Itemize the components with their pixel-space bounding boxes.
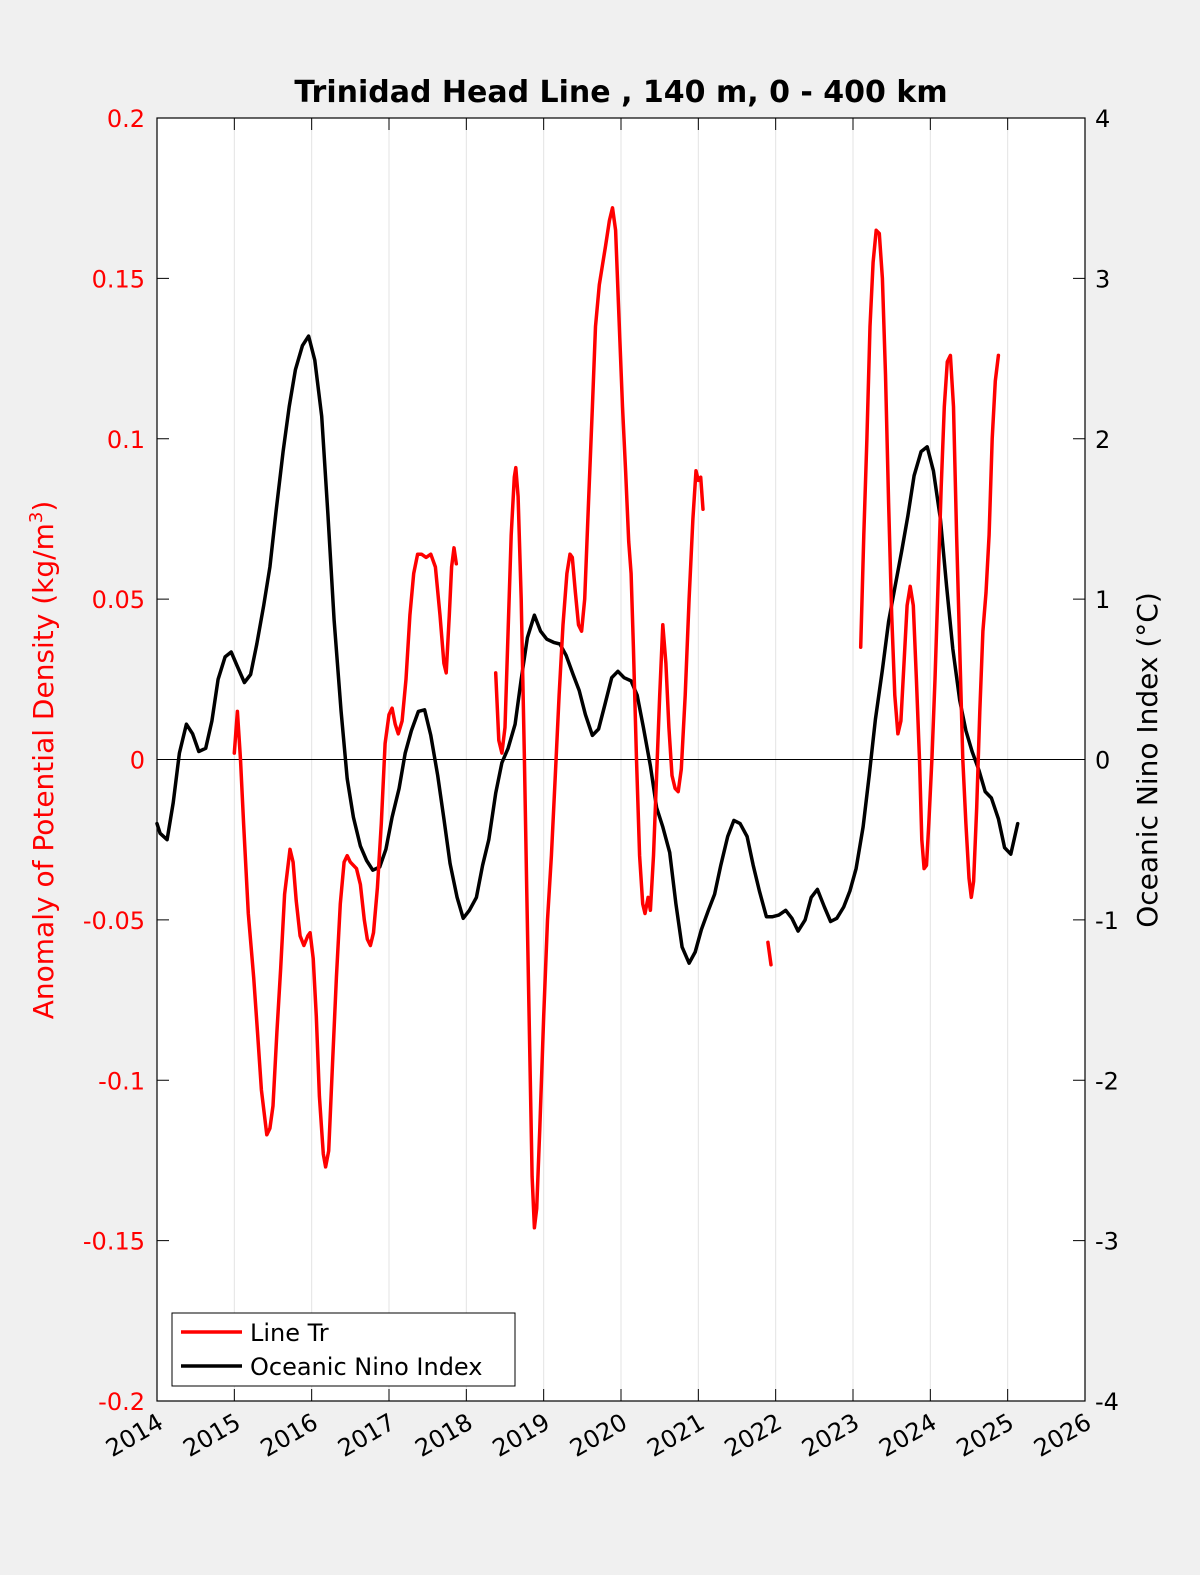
x-tick-label: 2018 xyxy=(410,1408,477,1463)
x-tick-label: 2019 xyxy=(488,1408,555,1463)
y-left-tick-label: -0.1 xyxy=(98,1067,145,1095)
y-left-tick-label: -0.2 xyxy=(98,1388,145,1416)
legend-label-oni: Oceanic Nino Index xyxy=(250,1353,482,1381)
y-left-tick-label: -0.15 xyxy=(83,1228,145,1256)
y-right-tick-label: 3 xyxy=(1095,265,1110,293)
series-layer xyxy=(155,206,1020,1230)
y-right-tick-label: -3 xyxy=(1095,1228,1119,1256)
y-left-tick-label: 0.2 xyxy=(107,105,145,133)
axis-ticks xyxy=(156,117,1086,1402)
y-right-tick-label: 1 xyxy=(1095,586,1110,614)
y-left-tick-label: 0.15 xyxy=(92,265,145,293)
y-right-tick-label: 2 xyxy=(1095,426,1110,454)
series-line-line-tr-segment-1 xyxy=(232,546,459,1169)
left-tick-labels: 0.2 0.15 0.1 0.05 0 -0.05 -0.1 -0.15 -0.2 xyxy=(83,105,145,1416)
series-line-line-tr-segment-4 xyxy=(858,228,1001,900)
y-left-tick-label: 0.05 xyxy=(92,586,145,614)
y-left-tick-label: 0.1 xyxy=(107,426,145,454)
x-tick-label: 2016 xyxy=(256,1408,323,1463)
y-axis-label-right: Oceanic Nino Index (°C) xyxy=(1131,592,1164,928)
series-line-line-tr-segment-3 xyxy=(766,940,773,967)
y-axis-label-left-main: Anomaly of Potential Density (kg/m xyxy=(27,523,60,1019)
legend-label-line-tr: Line Tr xyxy=(250,1319,329,1347)
y-right-tick-label: -4 xyxy=(1095,1388,1119,1416)
y-left-tick-label: -0.05 xyxy=(83,907,145,935)
x-tick-label: 2024 xyxy=(874,1408,941,1463)
y-right-tick-label: -1 xyxy=(1095,907,1119,935)
y-axis-label-left-sup: 3 xyxy=(26,512,47,523)
x-tick-label: 2026 xyxy=(1029,1408,1096,1463)
x-tick-labels: 2014 2015 2016 2017 2018 2019 2020 2021 2022 2023… xyxy=(101,1408,1096,1463)
series-line-oceanic-nino-index xyxy=(155,334,1020,965)
x-tick-label: 2020 xyxy=(565,1408,632,1463)
x-tick-label: 2025 xyxy=(952,1408,1019,1463)
right-tick-labels: 4 3 2 1 0 -1 -2 -3 -4 xyxy=(1095,105,1119,1416)
x-tick-label: 2021 xyxy=(642,1408,709,1463)
legend: Line Tr Oceanic Nino Index xyxy=(171,1312,516,1387)
y-right-tick-label: 0 xyxy=(1095,747,1110,775)
y-axis-label-left: Anomaly of Potential Density (kg/m3) xyxy=(26,501,60,1020)
y-right-tick-label: 4 xyxy=(1095,105,1110,133)
legend-box xyxy=(171,1312,516,1387)
chart-title: Trinidad Head Line , 140 m, 0 - 400 km xyxy=(294,75,947,110)
y-left-tick-label: 0 xyxy=(130,747,145,775)
y-right-tick-label: -2 xyxy=(1095,1067,1119,1095)
x-tick-label: 2017 xyxy=(333,1408,400,1463)
series-line-line-tr-segment-2 xyxy=(493,206,705,1230)
x-tick-label: 2023 xyxy=(797,1408,864,1463)
x-tick-label: 2015 xyxy=(178,1408,245,1463)
x-tick-label: 2014 xyxy=(101,1408,168,1463)
y-axis-label-left-end: ) xyxy=(27,501,60,512)
x-tick-label: 2022 xyxy=(720,1408,787,1463)
